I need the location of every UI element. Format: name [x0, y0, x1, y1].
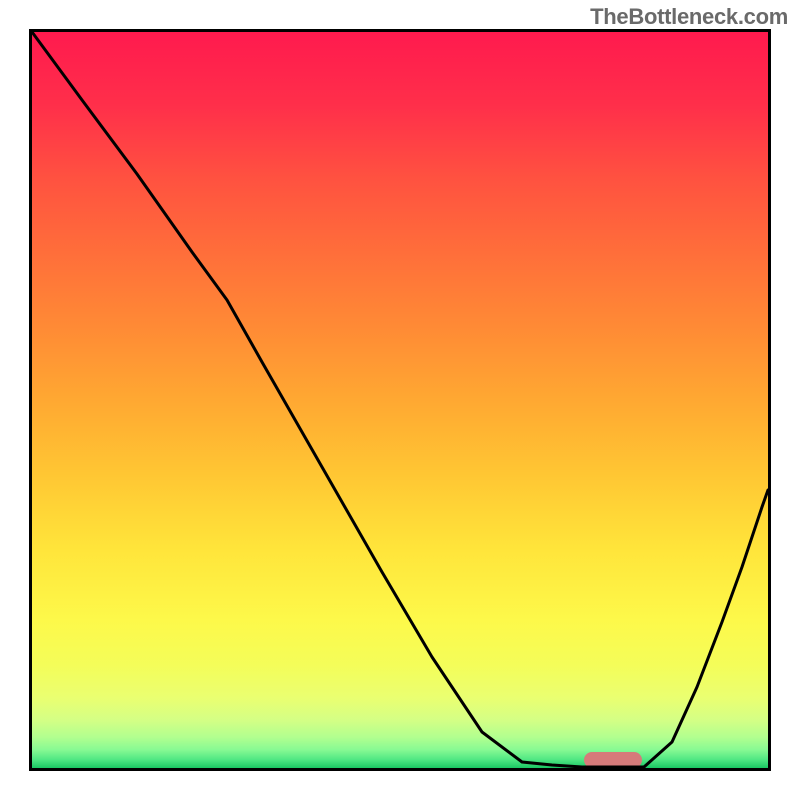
- gradient-background: [32, 32, 768, 768]
- watermark-text: TheBottleneck.com: [590, 4, 788, 30]
- plot-area: [32, 32, 768, 768]
- plot-svg: [32, 32, 768, 768]
- chart-container: TheBottleneck.com: [0, 0, 800, 800]
